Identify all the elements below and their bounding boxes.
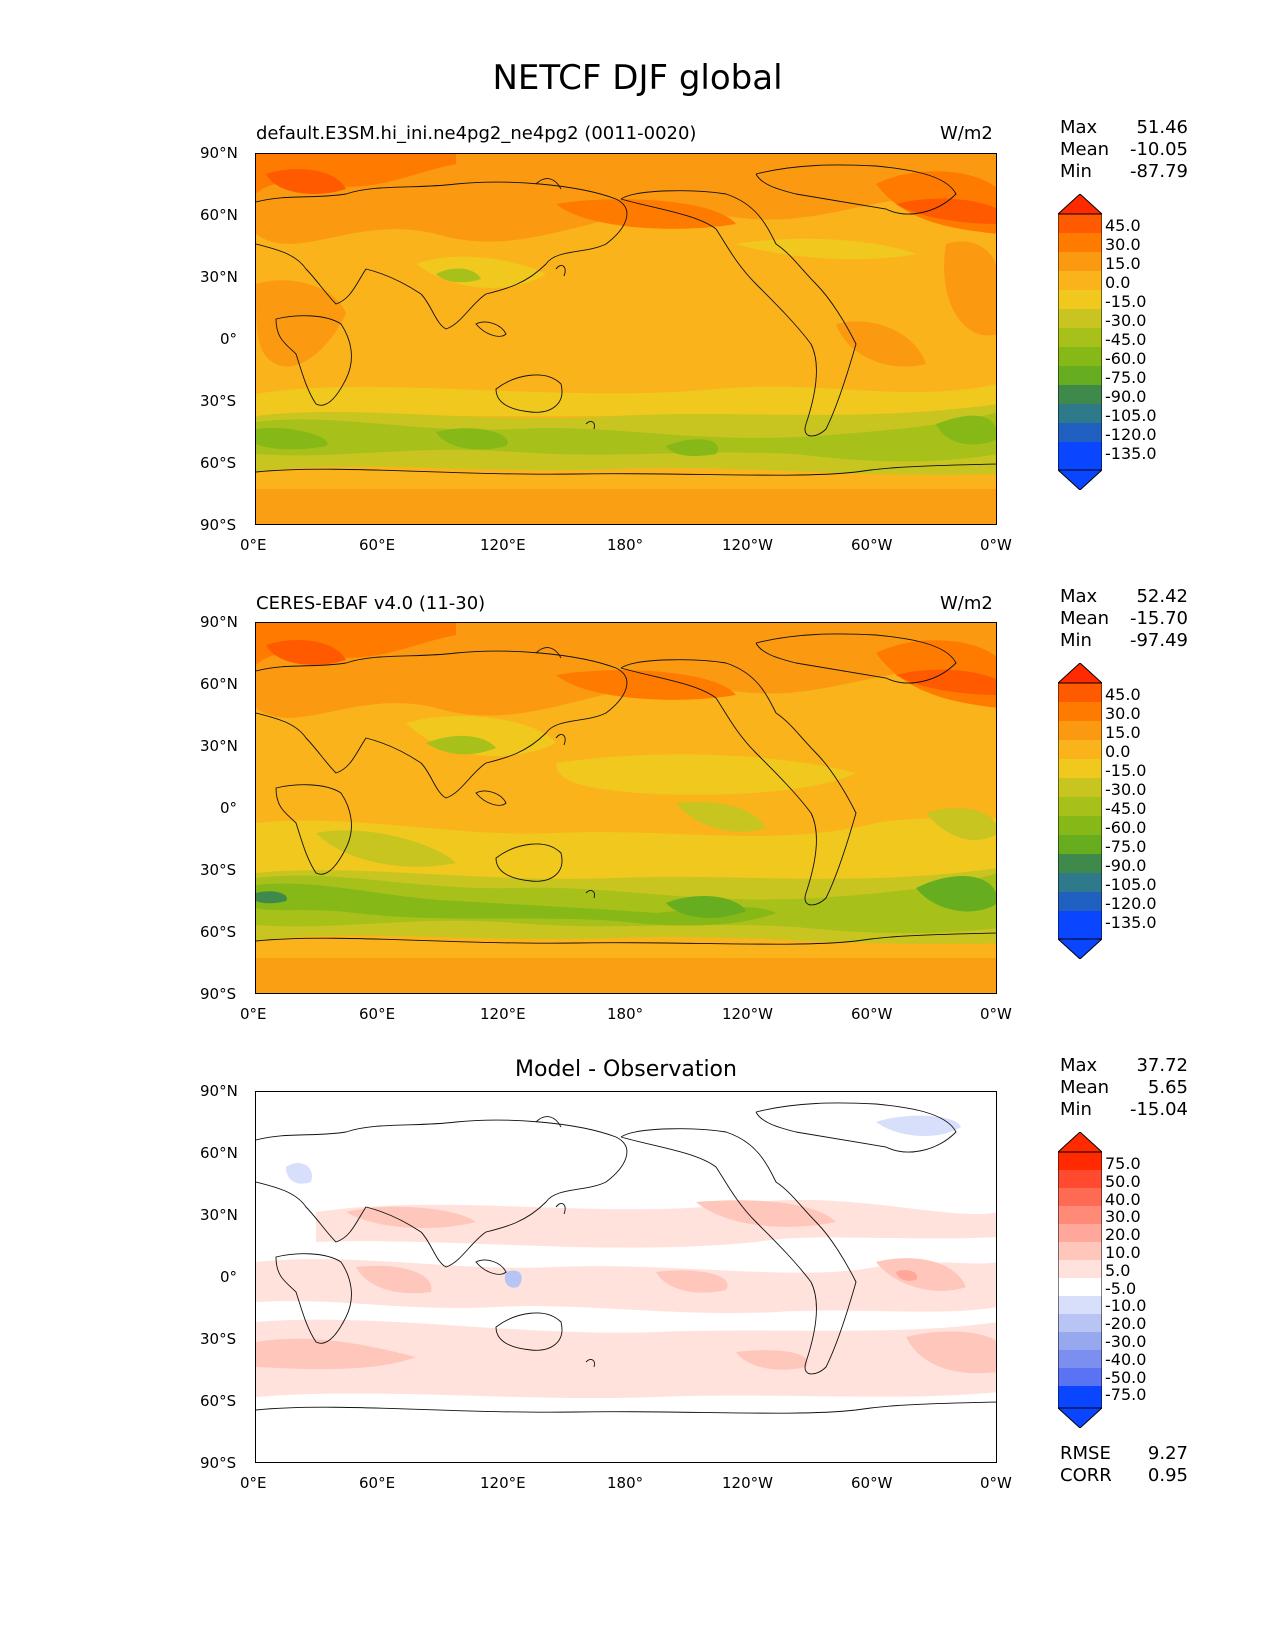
lon-tick-180: 180° [607,1474,644,1492]
map-obs [255,622,997,994]
lat-tick-0: 0° [220,799,238,817]
lat-tick-60n: 60°N [200,1144,238,1162]
lon-tick-0e: 0°E [240,1005,267,1023]
lat-tick-30s: 30°S [200,861,237,879]
lat-tick-30n: 30°N [200,268,238,286]
lat-tick-30s: 30°S [200,1330,237,1348]
lon-tick-60e: 60°E [359,536,396,554]
lat-tick-30s: 30°S [200,392,237,410]
lon-tick-60w: 60°W [851,536,893,554]
panel-obs-title: CERES-EBAF v4.0 (11-30) [256,593,486,614]
lat-tick-30n: 30°N [200,1206,238,1224]
colorbar-model-labels: 45.0 30.0 15.0 0.0 -15.0 -30.0 -45.0 -60… [1105,216,1157,463]
stat-min: -87.79 [1129,161,1188,182]
panel-model-title: default.E3SM.hi_ini.ne4pg2_ne4pg2 (0011-… [256,123,697,144]
colorbar-diff-labels: 75.0 50.0 40.0 30.0 20.0 10.0 5.0 -5.0 -… [1105,1154,1147,1405]
stat-mean: -10.05 [1129,139,1188,160]
lon-tick-60w: 60°W [851,1005,893,1023]
stat-mean: -15.70 [1129,608,1188,629]
map-diff [255,1091,997,1463]
lon-tick-120w: 120°W [722,1474,773,1492]
stat-max: 51.46 [1136,117,1188,138]
lon-tick-120e: 120°E [480,1005,526,1023]
lon-tick-120w: 120°W [722,536,773,554]
panel-diff-title: Model - Observation [515,1057,737,1082]
lat-tick-30n: 30°N [200,737,238,755]
stat-min: -97.49 [1129,630,1188,651]
lat-tick-60s: 60°S [200,454,237,472]
lat-tick-90n: 90°N [200,1082,238,1100]
lon-tick-60e: 60°E [359,1005,396,1023]
metrics-diff: RMSE 9.27 CORR 0.95 [1060,1443,1188,1486]
lat-tick-0: 0° [220,1268,238,1286]
colorbar-obs [1058,663,1102,959]
lat-tick-90n: 90°N [200,144,238,162]
stats-obs: Max 52.42 Mean -15.70 Min -97.49 [1060,586,1188,651]
lon-tick-180: 180° [607,1005,644,1023]
lat-tick-60s: 60°S [200,923,237,941]
metric-corr: 0.95 [1147,1465,1188,1486]
lon-tick-180: 180° [607,536,644,554]
lon-tick-0e: 0°E [240,1474,267,1492]
lon-tick-120e: 120°E [480,536,526,554]
lat-tick-60s: 60°S [200,1392,237,1410]
lat-tick-0: 0° [220,330,238,348]
stat-min: -15.04 [1129,1099,1188,1120]
lat-tick-90s: 90°S [200,1454,237,1472]
panel-model-units: W/m2 [940,123,993,144]
lon-tick-60w: 60°W [851,1474,893,1492]
lon-tick-120w: 120°W [722,1005,773,1023]
stats-model: Max 51.46 Mean -10.05 Min -87.79 [1060,117,1188,182]
lon-tick-0w: 0°W [980,1005,1012,1023]
colorbar-obs-labels: 45.0 30.0 15.0 0.0 -15.0 -30.0 -45.0 -60… [1105,685,1157,932]
colorbar-diff [1058,1132,1102,1428]
lon-tick-0e: 0°E [240,536,267,554]
lat-tick-90n: 90°N [200,613,238,631]
stat-mean: 5.65 [1147,1077,1188,1098]
lon-tick-60e: 60°E [359,1474,396,1492]
lat-tick-90s: 90°S [200,985,237,1003]
figure-title: NETCF DJF global [492,58,783,98]
colorbar-model [1058,194,1102,490]
stats-diff: Max 37.72 Mean 5.65 Min -15.04 [1060,1055,1188,1120]
metric-rmse: 9.27 [1147,1443,1188,1464]
lat-tick-60n: 60°N [200,675,238,693]
lon-tick-0w: 0°W [980,536,1012,554]
lat-tick-90s: 90°S [200,516,237,534]
stat-max: 37.72 [1136,1055,1188,1076]
lon-tick-120e: 120°E [480,1474,526,1492]
panel-obs-units: W/m2 [940,593,993,614]
lat-tick-60n: 60°N [200,206,238,224]
map-model [255,153,997,525]
stat-max: 52.42 [1136,586,1188,607]
lon-tick-0w: 0°W [980,1474,1012,1492]
